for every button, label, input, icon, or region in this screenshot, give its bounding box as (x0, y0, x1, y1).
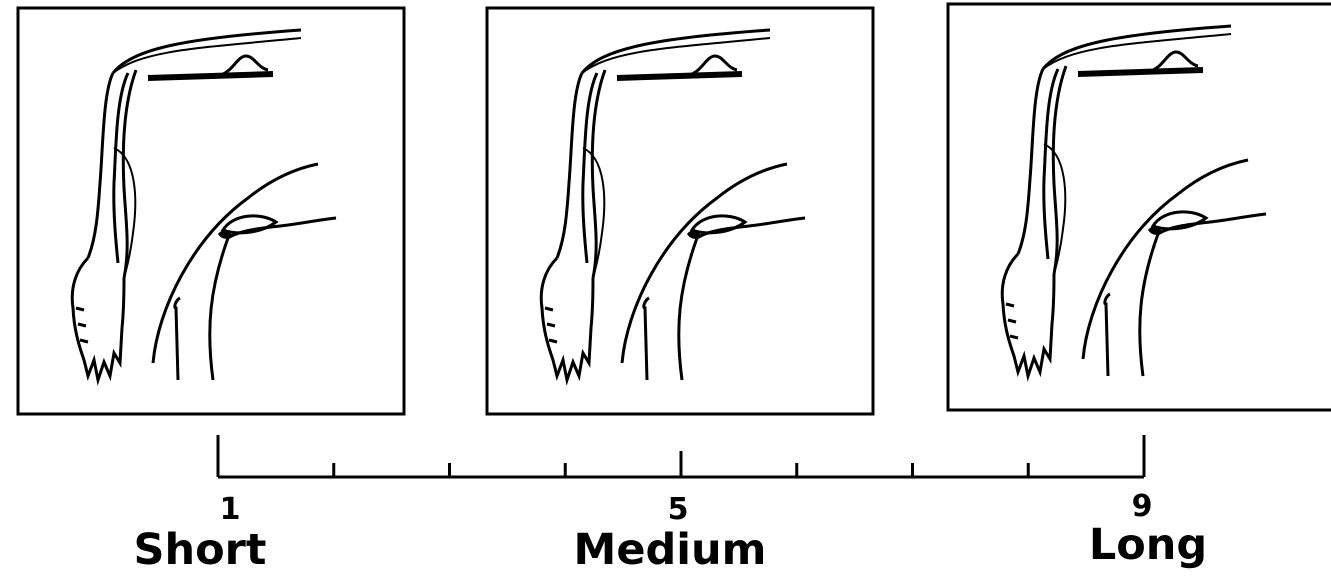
panel-short (18, 8, 404, 414)
scale-axis (216, 435, 1146, 479)
scale-number-1: 1 (219, 492, 241, 527)
scale-number-9: 9 (1131, 489, 1153, 524)
scale-number-5: 5 (667, 492, 689, 527)
panel-medium (487, 8, 873, 414)
scale-word-long: Long (1088, 520, 1208, 570)
panel-long (948, 4, 1331, 410)
scale-word-short: Short (133, 525, 267, 575)
scale-word-medium: Medium (573, 525, 767, 575)
